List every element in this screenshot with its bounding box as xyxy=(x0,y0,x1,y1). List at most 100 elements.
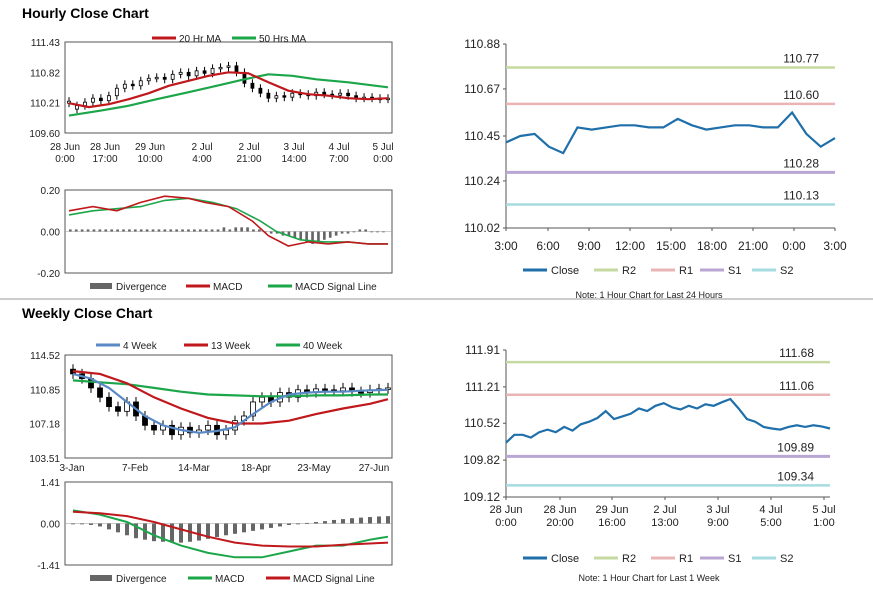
hourly-macd-divergence-bar xyxy=(193,229,196,232)
hourly-sr-x-tick: 21:00 xyxy=(738,239,768,253)
hourly-sr-y-tick: 110.45 xyxy=(464,129,500,143)
hourly-candle xyxy=(346,92,351,97)
weekly-sr-x-tick-date: 28 Jun xyxy=(489,504,522,516)
hourly-macd-divergence-bar xyxy=(323,231,326,240)
weekly-sr-r1-level-label: 111.06 xyxy=(779,379,814,393)
hourly-macd-divergence-bar xyxy=(340,231,344,234)
hourly-candle xyxy=(91,97,95,103)
weekly-macd-divergence-bar xyxy=(233,523,237,534)
weekly-sr-x-tick-time: 1:00 xyxy=(813,517,834,529)
weekly-price-x-tick: 7-Feb xyxy=(122,463,149,474)
weekly-macd-divergence-bar xyxy=(179,523,183,543)
weekly-macd-divergence-bar xyxy=(71,523,75,525)
weekly-sr-legend-label: S1 xyxy=(728,553,741,565)
hourly-candle xyxy=(99,97,103,102)
hourly-candle xyxy=(130,83,135,87)
hourly-macd-divergence-bar xyxy=(269,231,273,234)
hourly-sr-x-tick: 18:00 xyxy=(697,239,727,253)
hourly-candle xyxy=(106,95,111,102)
hourly-macd-divergence-bar xyxy=(346,231,350,234)
hourly-macd-divergence-bar xyxy=(80,229,84,232)
hourly-candle xyxy=(274,95,279,99)
weekly-macd-divergence-bar xyxy=(98,523,102,527)
weekly-price-x-tick: 3-Jan xyxy=(59,463,84,474)
weekly-candle xyxy=(97,387,103,398)
hourly-macd-divergence-bar xyxy=(133,229,137,232)
hourly-candle xyxy=(170,73,175,80)
weekly-sr-legend-label: R1 xyxy=(679,553,693,565)
hourly-macd-divergence-bar xyxy=(151,229,155,232)
hourly-sr-y-tick: 110.88 xyxy=(464,37,500,51)
hourly-price-chart: 111.43 110.82 110.21 109.60 20 Hr MA 50 Hrs M… xyxy=(29,34,393,165)
legend-4-week-label: 4 Week xyxy=(123,341,158,352)
hourly-20hr-ma-line xyxy=(68,71,389,109)
hourly-macd-divergence-bar xyxy=(98,229,102,232)
hourly-macd-divergence-bar xyxy=(252,229,255,232)
hourly-macd-divergence-bar xyxy=(175,229,178,232)
hourly-macd-divergence-bar xyxy=(287,231,291,236)
hourly-macd-divergence-bar xyxy=(116,229,119,232)
weekly-candle xyxy=(223,429,229,436)
hourly-price-x-tick-time: 0:00 xyxy=(373,154,393,165)
weekly-macd-divergence-bar xyxy=(260,523,264,530)
weekly-macd-divergence-bar xyxy=(269,523,273,528)
weekly-price-plot-frame xyxy=(64,354,393,459)
weekly-price-x-tick: 27-Jun xyxy=(359,463,390,474)
hourly-macd-divergence-bar xyxy=(370,231,373,233)
weekly-candle xyxy=(250,401,256,417)
weekly-sr-x-tick-time: 5:00 xyxy=(760,517,781,529)
hourly-price-x-tick-time: 21:00 xyxy=(236,154,261,165)
hourly-sr-r1-level-label: 110.60 xyxy=(783,88,819,102)
hourly-macd-divergence-bar xyxy=(204,229,208,232)
hourly-candle xyxy=(186,71,191,77)
hourly-price-x-tick-date: 28 Jun xyxy=(50,142,80,153)
weekly-macd-divergence-bar xyxy=(377,516,381,524)
weekly-price-chart: 114.52 110.85 107.18 103.51 4 Week 13 Week 40 … xyxy=(29,341,393,474)
hourly-price-y-tick: 110.21 xyxy=(30,99,60,110)
hourly-macd-divergence-bar xyxy=(198,229,202,232)
hourly-sr-y-tick: 110.67 xyxy=(464,82,500,96)
weekly-price-y-tick: 107.18 xyxy=(29,420,60,431)
weekly-candle xyxy=(259,396,265,403)
hourly-macd-divergence-bar xyxy=(382,231,385,233)
hourly-macd-divergence-bar xyxy=(334,231,338,236)
weekly-sr-y-tick: 111.21 xyxy=(465,380,500,394)
weekly-candle xyxy=(115,406,121,412)
hourly-candle xyxy=(114,87,119,97)
hourly-candle xyxy=(218,66,223,70)
hourly-legend-macd-label: MACD xyxy=(213,282,242,293)
weekly-sr-r2-level-label: 111.68 xyxy=(779,346,814,360)
hourly-macd-divergence-bar xyxy=(240,227,243,232)
weekly-sr-legend-label: R2 xyxy=(622,553,636,565)
hourly-candle xyxy=(178,71,183,75)
weekly-macd-y-tick: 0.00 xyxy=(41,520,61,531)
hourly-price-x-tick-date: 2 Jul xyxy=(238,142,259,153)
weekly-macd-divergence-bar xyxy=(278,523,282,527)
weekly-macd-divergence-bar xyxy=(314,522,318,524)
hourly-candle xyxy=(154,76,159,80)
weekly-candle xyxy=(340,387,346,392)
hourly-price-x-tick-date: 29 Jun xyxy=(135,142,165,153)
weekly-macd-divergence-bar xyxy=(251,523,255,531)
weekly-price-x-tick: 23-May xyxy=(297,463,330,474)
weekly-macd-divergence-bar xyxy=(215,523,219,538)
hourly-candle xyxy=(338,92,343,96)
weekly-macd-divergence-bar xyxy=(242,523,246,533)
hourly-section-title: Hourly Close Chart xyxy=(22,5,149,21)
weekly-sr-y-tick: 109.12 xyxy=(463,490,500,504)
weekly-macd-divergence-bar xyxy=(287,523,291,525)
weekly-price-x-tick: 18-Apr xyxy=(241,463,272,474)
weekly-sr-x-tick-date: 4 Jul xyxy=(759,504,782,516)
hourly-candle xyxy=(290,92,295,98)
hourly-sr-legend-label: R2 xyxy=(622,265,636,277)
weekly-macd-divergence-bar xyxy=(125,523,129,536)
hourly-sr-s1-level-label: 110.28 xyxy=(783,156,819,170)
weekly-price-y-tick: 103.51 xyxy=(29,454,60,465)
hourly-price-y-tick: 109.60 xyxy=(29,129,60,140)
hourly-candle xyxy=(234,65,239,73)
weekly-price-y-tick: 110.85 xyxy=(30,385,60,396)
hourly-macd-divergence-bar xyxy=(122,229,125,232)
hourly-candle xyxy=(210,67,215,74)
hourly-macd-divergence-bar xyxy=(317,231,320,242)
hourly-sr-legend-label: S2 xyxy=(780,265,793,277)
